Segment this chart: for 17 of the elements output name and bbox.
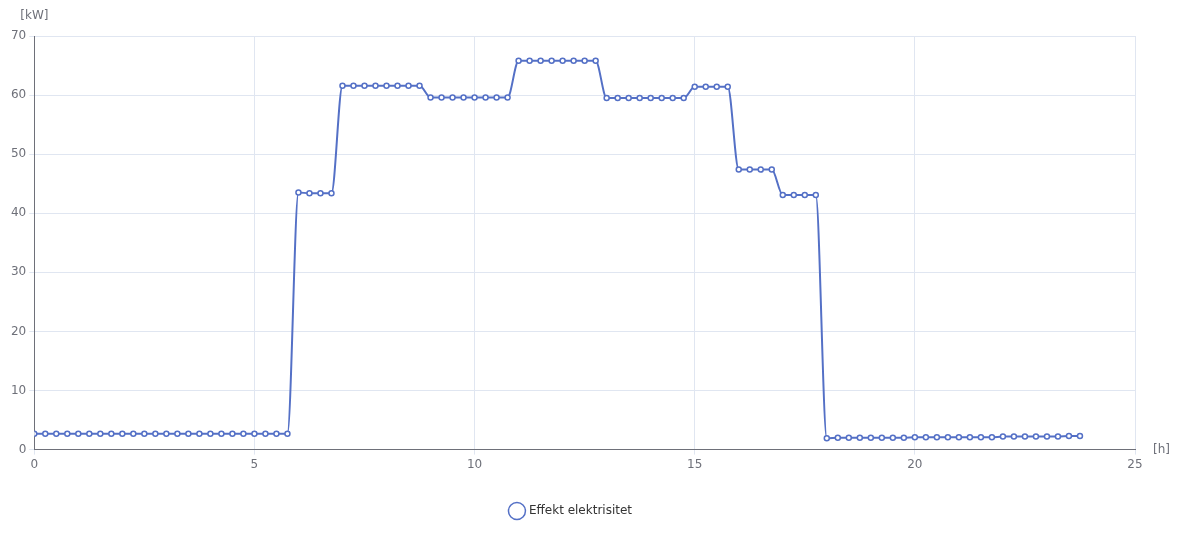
x-axis-title: [h] <box>1153 441 1170 456</box>
y-tick-label: 30 <box>10 264 27 279</box>
x-tick-label: 10 <box>466 456 483 471</box>
legend-label: Effekt elektrisitet <box>528 503 633 518</box>
y-tick-label: 20 <box>10 323 27 338</box>
x-tick-label: 5 <box>250 456 259 471</box>
y-tick-label: 60 <box>10 87 27 102</box>
y-tick-label: 0 <box>18 441 27 456</box>
x-tick-label: 0 <box>30 456 39 471</box>
x-tick-label: 15 <box>687 456 703 471</box>
x-tick-label: 25 <box>1127 456 1143 471</box>
y-tick-label: 70 <box>10 28 27 43</box>
y-axis-title: [kW] <box>20 8 49 23</box>
y-tick-label: 10 <box>10 382 27 397</box>
y-tick-label: 50 <box>10 146 27 161</box>
x-tick-label: 20 <box>907 456 923 471</box>
y-tick-label: 40 <box>10 205 27 220</box>
